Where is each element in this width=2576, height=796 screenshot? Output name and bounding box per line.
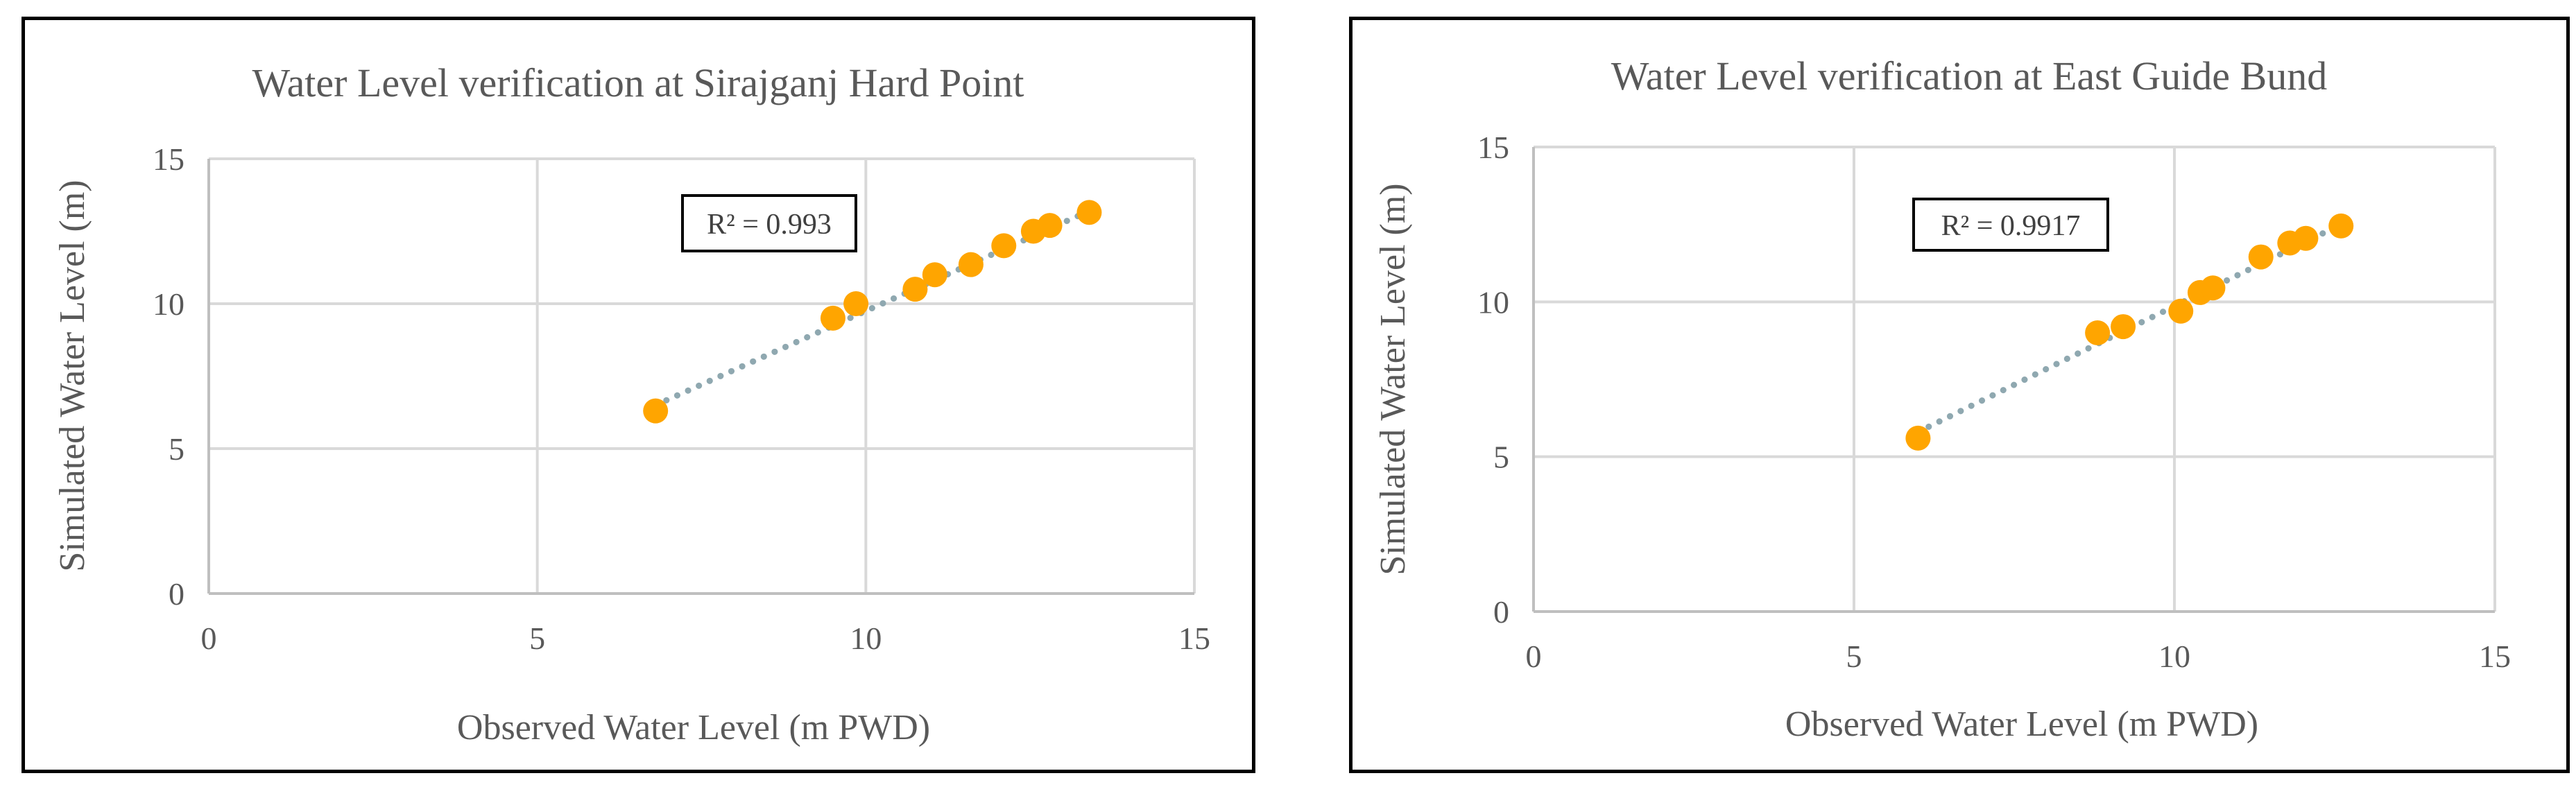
data-point xyxy=(2293,225,2319,251)
y-tick-label: 15 xyxy=(153,141,184,177)
y-tick-label: 10 xyxy=(153,286,184,322)
y-axis-label: Simulated Water Level (m) xyxy=(53,180,92,571)
data-point xyxy=(1076,200,1102,225)
r-squared-label: R² = 0.993 xyxy=(707,209,832,241)
chart-svg-east-guide-bund: Water Level verification at East Guide B… xyxy=(1373,53,2511,744)
data-point xyxy=(2168,298,2194,324)
r-squared-label: R² = 0.9917 xyxy=(1941,210,2081,242)
y-tick-label: 0 xyxy=(169,576,184,612)
data-point xyxy=(1905,425,1931,451)
x-tick-label: 5 xyxy=(1846,639,1862,674)
data-point xyxy=(902,277,928,302)
x-axis-label: Observed Water Level (m PWD) xyxy=(457,708,930,747)
y-tick-label: 5 xyxy=(169,431,184,467)
chart-svg-sirajganj: Water Level verification at Sirajganj Ha… xyxy=(53,60,1210,747)
x-tick-label: 0 xyxy=(1526,639,1542,674)
data-point xyxy=(958,252,984,277)
data-point xyxy=(2085,320,2111,345)
data-point xyxy=(843,291,869,316)
x-tick-label: 0 xyxy=(201,621,217,656)
y-tick-label: 15 xyxy=(1477,130,1509,165)
data-point xyxy=(643,398,669,424)
data-point xyxy=(2328,213,2354,239)
data-point xyxy=(2200,275,2226,301)
data-point xyxy=(2111,314,2136,340)
trendline xyxy=(652,207,1092,408)
x-axis-label: Observed Water Level (m PWD) xyxy=(1785,704,2258,744)
x-tick-label: 15 xyxy=(1178,621,1210,656)
data-point xyxy=(1037,213,1063,239)
x-tick-label: 5 xyxy=(529,621,545,656)
y-tick-label: 5 xyxy=(1493,440,1509,475)
data-point xyxy=(2248,244,2274,270)
data-point xyxy=(922,262,947,288)
x-tick-label: 15 xyxy=(2479,639,2511,674)
data-point xyxy=(991,233,1017,259)
chart-panel-east-guide-bund: Water Level verification at East Guide B… xyxy=(1349,17,2570,773)
x-tick-label: 10 xyxy=(2158,639,2190,674)
data-point xyxy=(820,305,845,331)
x-tick-label: 10 xyxy=(850,621,882,656)
r-squared-box xyxy=(681,194,857,252)
y-axis-label: Simulated Water Level (m) xyxy=(1373,183,1413,575)
chart-panel-sirajganj: Water Level verification at Sirajganj Ha… xyxy=(22,17,1255,773)
y-tick-label: 0 xyxy=(1493,594,1509,630)
r-squared-box xyxy=(1912,198,2109,252)
chart-title: Water Level verification at East Guide B… xyxy=(1611,53,2328,98)
chart-title: Water Level verification at Sirajganj Ha… xyxy=(252,60,1024,105)
y-tick-label: 10 xyxy=(1477,284,1509,320)
